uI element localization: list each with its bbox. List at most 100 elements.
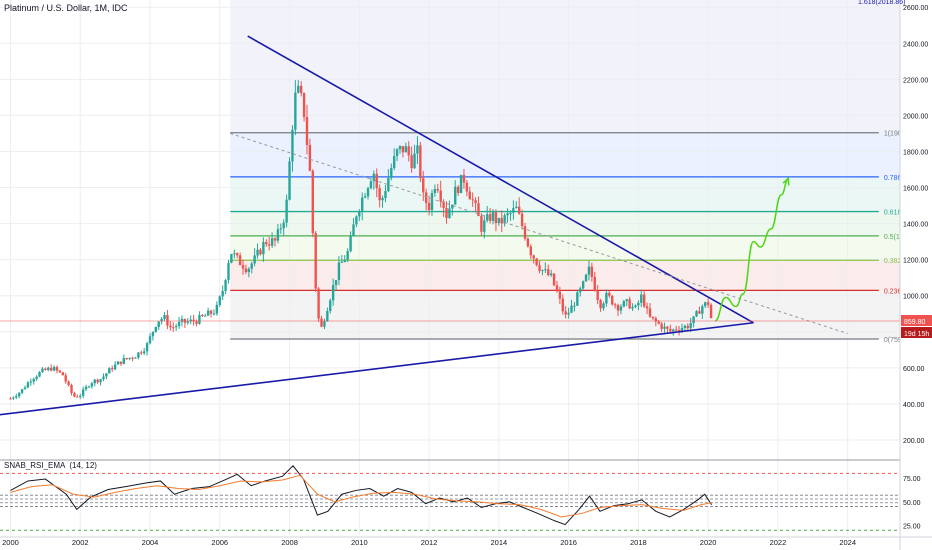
candle-up (404, 146, 408, 153)
candle-down (538, 265, 541, 271)
candle-down (500, 217, 503, 224)
candle-up (108, 368, 111, 374)
candle-up (704, 302, 707, 307)
candle-up (390, 168, 393, 179)
candle-down (119, 361, 123, 364)
candle-up (256, 249, 259, 256)
candle-up (157, 321, 160, 327)
candle-down (494, 212, 498, 224)
candle-up (346, 251, 349, 260)
candle-up (29, 381, 33, 383)
candle-up (79, 395, 82, 397)
candle-down (73, 393, 76, 397)
candle-down (317, 288, 320, 319)
candle-up (683, 325, 687, 328)
indicator-params: (14, 12) (69, 461, 97, 470)
candle-down (645, 306, 649, 309)
candle-down (599, 300, 602, 309)
candle-down (445, 207, 448, 218)
candle-up (355, 216, 358, 225)
candle-down (192, 319, 195, 322)
candle-down (67, 381, 70, 386)
candle-up (84, 386, 88, 390)
candles-group (9, 79, 713, 400)
candle-down (419, 145, 422, 179)
candle-up (363, 196, 367, 198)
candle-up (288, 161, 291, 200)
candle-down (44, 368, 47, 370)
projection-arrow-head (782, 176, 790, 186)
candle-down (628, 299, 631, 309)
candle-up (416, 145, 419, 154)
candle-up (81, 389, 85, 396)
candle-down (669, 328, 672, 332)
candle-down (424, 192, 428, 203)
rsi-series-rsi (10, 465, 713, 526)
candle-up (430, 193, 434, 211)
candle-down (468, 191, 471, 200)
x-tick-label: 2004 (142, 538, 159, 547)
candle-down (520, 213, 524, 227)
x-tick-label: 2014 (490, 538, 507, 547)
candle-up (177, 321, 181, 327)
candle-up (622, 301, 626, 307)
candle-up (637, 302, 640, 306)
candle-up (145, 343, 149, 352)
candle-down (709, 304, 713, 319)
x-tick-label: 2006 (211, 538, 228, 547)
candle-up (448, 208, 451, 218)
candle-down (111, 368, 114, 370)
x-tick-label: 2000 (2, 538, 19, 547)
x-tick-label: 2018 (630, 538, 647, 547)
candle-down (471, 199, 474, 201)
candle-up (340, 261, 344, 263)
candle-up (491, 212, 495, 221)
candle-up (334, 280, 338, 286)
candle-down (422, 178, 425, 193)
fib-level-label: 0(759.85) (884, 337, 914, 344)
y-tick-label: 600.00 (903, 366, 925, 373)
fib-zone (230, 176, 901, 212)
y-tick-label: 1200.00 (903, 258, 928, 265)
candle-down (58, 370, 62, 373)
candle-down (49, 367, 53, 371)
candle-down (70, 385, 73, 394)
candle-up (186, 321, 189, 323)
candle-up (87, 386, 91, 388)
candle-down (273, 238, 277, 241)
candle-down (456, 186, 460, 194)
candle-up (215, 304, 219, 314)
candle-down (698, 311, 701, 314)
candle-up (99, 379, 102, 383)
candle-up (224, 280, 227, 292)
x-tick-label: 2020 (700, 538, 717, 547)
candle-up (695, 311, 698, 317)
y-tick-label: 1600.00 (903, 186, 928, 193)
candle-down (706, 302, 710, 305)
upper-trendline (247, 35, 754, 324)
candle-up (142, 351, 146, 354)
candle-down (61, 372, 64, 376)
candle-down (302, 93, 306, 118)
candle-up (247, 268, 251, 273)
candle-down (131, 357, 134, 359)
y-tick-label: 400.00 (903, 402, 925, 409)
candle-up (326, 311, 329, 322)
candle-up (285, 199, 288, 223)
candle-up (90, 383, 94, 387)
candle-down (407, 146, 410, 156)
y-tick-label: 2400.00 (903, 41, 928, 48)
candle-up (93, 379, 96, 384)
candle-up (47, 367, 50, 370)
y-tick-label: 1400.00 (903, 222, 928, 229)
candle-down (648, 308, 652, 317)
candle-up (20, 389, 24, 393)
rsi-y-tick-label: 50.00 (903, 500, 921, 507)
candle-up (503, 215, 506, 224)
x-tick-label: 2010 (351, 538, 368, 547)
candle-up (451, 204, 454, 209)
candle-down (236, 253, 239, 256)
candle-up (337, 262, 341, 281)
candle-up (433, 189, 437, 194)
